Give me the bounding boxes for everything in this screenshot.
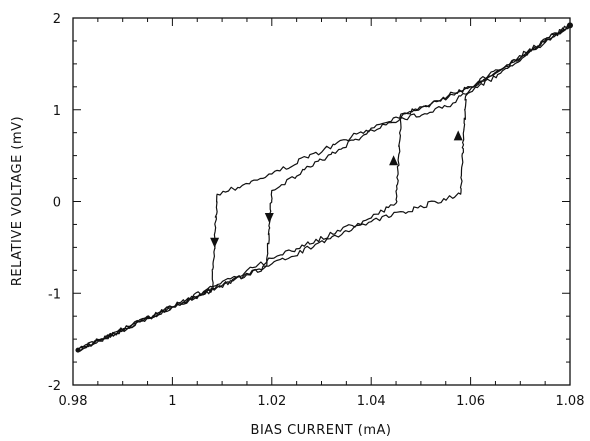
series-line-2: [77, 24, 571, 352]
y-tick-label: 2: [53, 12, 61, 27]
y-tick-label: 0: [53, 196, 61, 211]
y-axis-label: RELATIVE VOLTAGE (mV): [10, 116, 25, 286]
arrow-markers: [75, 22, 573, 353]
y-tick-label: -2: [48, 379, 61, 394]
series-line-3: [77, 24, 571, 351]
trace-endpoint: [567, 22, 573, 29]
axis-ticks: [72, 17, 571, 386]
arrow-up-marker: [389, 155, 399, 166]
series-lines: [77, 24, 571, 352]
arrow-down-marker: [264, 213, 274, 223]
x-tick-label: 1.02: [257, 394, 286, 409]
x-tick-label: 1.06: [456, 394, 485, 409]
series-line-1: [77, 24, 571, 351]
y-tick-label: -1: [48, 287, 61, 302]
arrow-down-marker: [210, 237, 220, 248]
arrow-up-marker: [453, 130, 463, 141]
x-tick-label: 1: [168, 394, 176, 409]
x-tick-label: 1.04: [357, 394, 386, 409]
trace-endpoint: [75, 347, 81, 353]
tick-labels: 0.98 1 1.02 1.04 1.06 1.08 -2 -1 0 1 2: [48, 12, 584, 409]
x-tick-label: 1.08: [556, 394, 585, 409]
series-line-4: [77, 24, 571, 351]
x-tick-label: 0.98: [59, 394, 88, 409]
x-axis-label: BIAS CURRENT (mA): [251, 423, 392, 438]
y-tick-label: 1: [53, 104, 61, 119]
